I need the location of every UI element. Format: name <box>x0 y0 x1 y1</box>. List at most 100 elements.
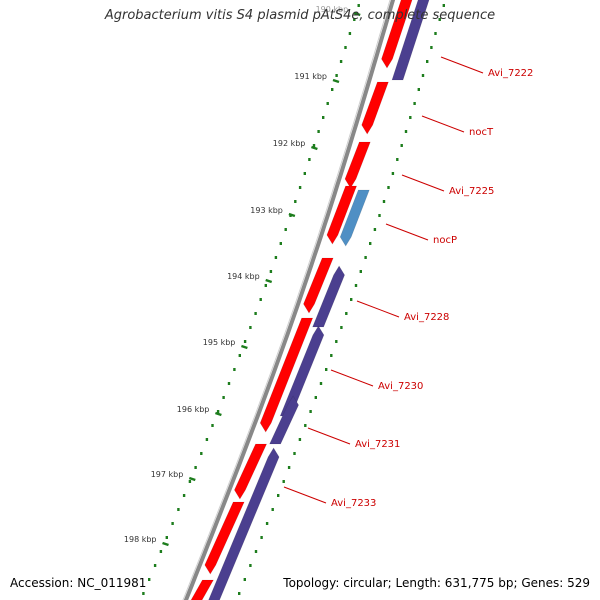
ruler-dot <box>243 340 247 343</box>
gene-label: Avi_7222 <box>488 68 533 79</box>
ruler-dot <box>171 522 174 525</box>
inner-ruler-dot <box>309 410 312 413</box>
ruler-tick <box>288 212 296 218</box>
ruler-dot <box>298 186 302 189</box>
inner-ruler-dot <box>400 144 403 147</box>
gene-arrow-forward <box>303 257 334 314</box>
inner-ruler-dot <box>335 340 338 343</box>
ruler-dot <box>274 256 278 259</box>
ruler-dot <box>303 172 306 175</box>
sequence-summary: Topology: circular; Length: 631,775 bp; … <box>283 576 590 590</box>
ruler-dot <box>249 326 252 329</box>
inner-ruler-dot <box>330 354 333 357</box>
gene-arrow-forward <box>344 141 371 189</box>
ruler-dot <box>308 158 311 161</box>
ruler-dot <box>254 312 257 315</box>
gene-arrow-forward <box>190 579 214 600</box>
gene-arrow-forward <box>234 443 268 500</box>
ruler-dot <box>259 298 262 301</box>
ruler-tick <box>215 411 222 417</box>
inner-ruler-dot <box>396 158 399 161</box>
inner-ruler-dot <box>304 424 307 427</box>
accession-label: Accession: NC_011981 <box>10 576 147 590</box>
gene-label: Avi_7225 <box>449 186 494 197</box>
ruler-dot <box>344 46 347 49</box>
ruler-dot <box>165 536 168 539</box>
ruler-tick <box>162 541 169 547</box>
inner-ruler-dot <box>254 550 258 553</box>
gene-arrow-nocp <box>339 189 370 247</box>
inner-ruler-dot <box>404 130 408 133</box>
gene-arrow-forward <box>204 501 245 575</box>
ruler-dot <box>348 32 352 35</box>
gene-label: nocP <box>433 235 457 246</box>
ruler-dot <box>233 368 236 371</box>
inner-ruler-dot <box>417 88 420 91</box>
inner-ruler-dot <box>421 74 425 77</box>
ruler-dot <box>279 242 282 245</box>
ruler-dot <box>182 494 186 497</box>
ruler-dot <box>269 270 273 273</box>
inner-ruler-dot <box>260 536 263 539</box>
ruler-dot <box>159 550 163 553</box>
inner-ruler-dot <box>430 46 433 49</box>
inner-ruler-dot <box>409 116 412 119</box>
ruler-dot <box>331 88 334 91</box>
inner-ruler-dot <box>387 186 390 189</box>
gene-arrow-forward <box>361 81 389 135</box>
ruler-dot <box>153 564 157 567</box>
inner-ruler-dot <box>293 452 296 455</box>
gene-arrow-reverse <box>208 447 280 600</box>
ruler-label: 193 kbp <box>250 206 283 215</box>
ruler-tick <box>188 476 196 482</box>
ruler-dot <box>211 424 214 427</box>
ruler-label: 198 kbp <box>124 535 157 544</box>
inner-ruler-dot <box>319 382 323 385</box>
inner-ruler-dot <box>434 32 437 35</box>
ruler-tick <box>332 78 340 84</box>
inner-ruler-dot <box>314 396 317 399</box>
ruler-tick <box>241 344 248 350</box>
inner-ruler-dot <box>369 242 372 245</box>
ruler-dot <box>264 284 267 287</box>
gene-label: Avi_7231 <box>355 439 400 450</box>
ruler-dot <box>194 466 197 469</box>
ruler-label: 195 kbp <box>203 338 236 347</box>
ruler-label: 191 kbp <box>294 72 327 81</box>
gene-leader-line <box>283 486 327 504</box>
inner-ruler-dot <box>271 508 274 511</box>
inner-ruler-dot <box>373 228 377 231</box>
inner-ruler-dot <box>249 564 252 567</box>
ruler-dot <box>335 74 338 77</box>
inner-ruler-dot <box>426 60 429 63</box>
inner-ruler-dot <box>382 200 386 203</box>
gene-leader-line <box>401 174 445 192</box>
ruler-dot <box>205 438 209 441</box>
inner-ruler-dot <box>438 18 441 21</box>
inner-ruler-dot <box>282 480 285 483</box>
ruler-label: 190 kbp <box>316 5 349 14</box>
ruler-dot <box>238 354 241 357</box>
ruler-label: 196 kbp <box>177 405 210 414</box>
inner-ruler-dot <box>391 172 395 175</box>
ruler-dot <box>216 410 220 413</box>
inner-ruler-dot <box>265 522 269 525</box>
ruler-dot <box>188 480 192 483</box>
inner-ruler-dot <box>364 256 367 259</box>
inner-ruler-dot <box>277 494 280 497</box>
ruler-dot <box>357 4 360 7</box>
gene-leader-line <box>356 300 400 318</box>
ruler-label: 197 kbp <box>151 470 184 479</box>
ruler-dot <box>142 592 145 595</box>
gene-label: nocT <box>469 127 494 138</box>
ruler-label: 194 kbp <box>227 272 260 281</box>
ruler-dot <box>200 452 203 455</box>
inner-ruler-dot <box>378 214 381 217</box>
gene-leader-line <box>330 369 374 387</box>
gene-arrow-forward <box>381 0 413 69</box>
ruler-dot <box>177 508 180 511</box>
gene-leader-line <box>385 223 429 241</box>
genome-backbone <box>183 0 396 600</box>
inner-ruler-dot <box>243 578 246 581</box>
